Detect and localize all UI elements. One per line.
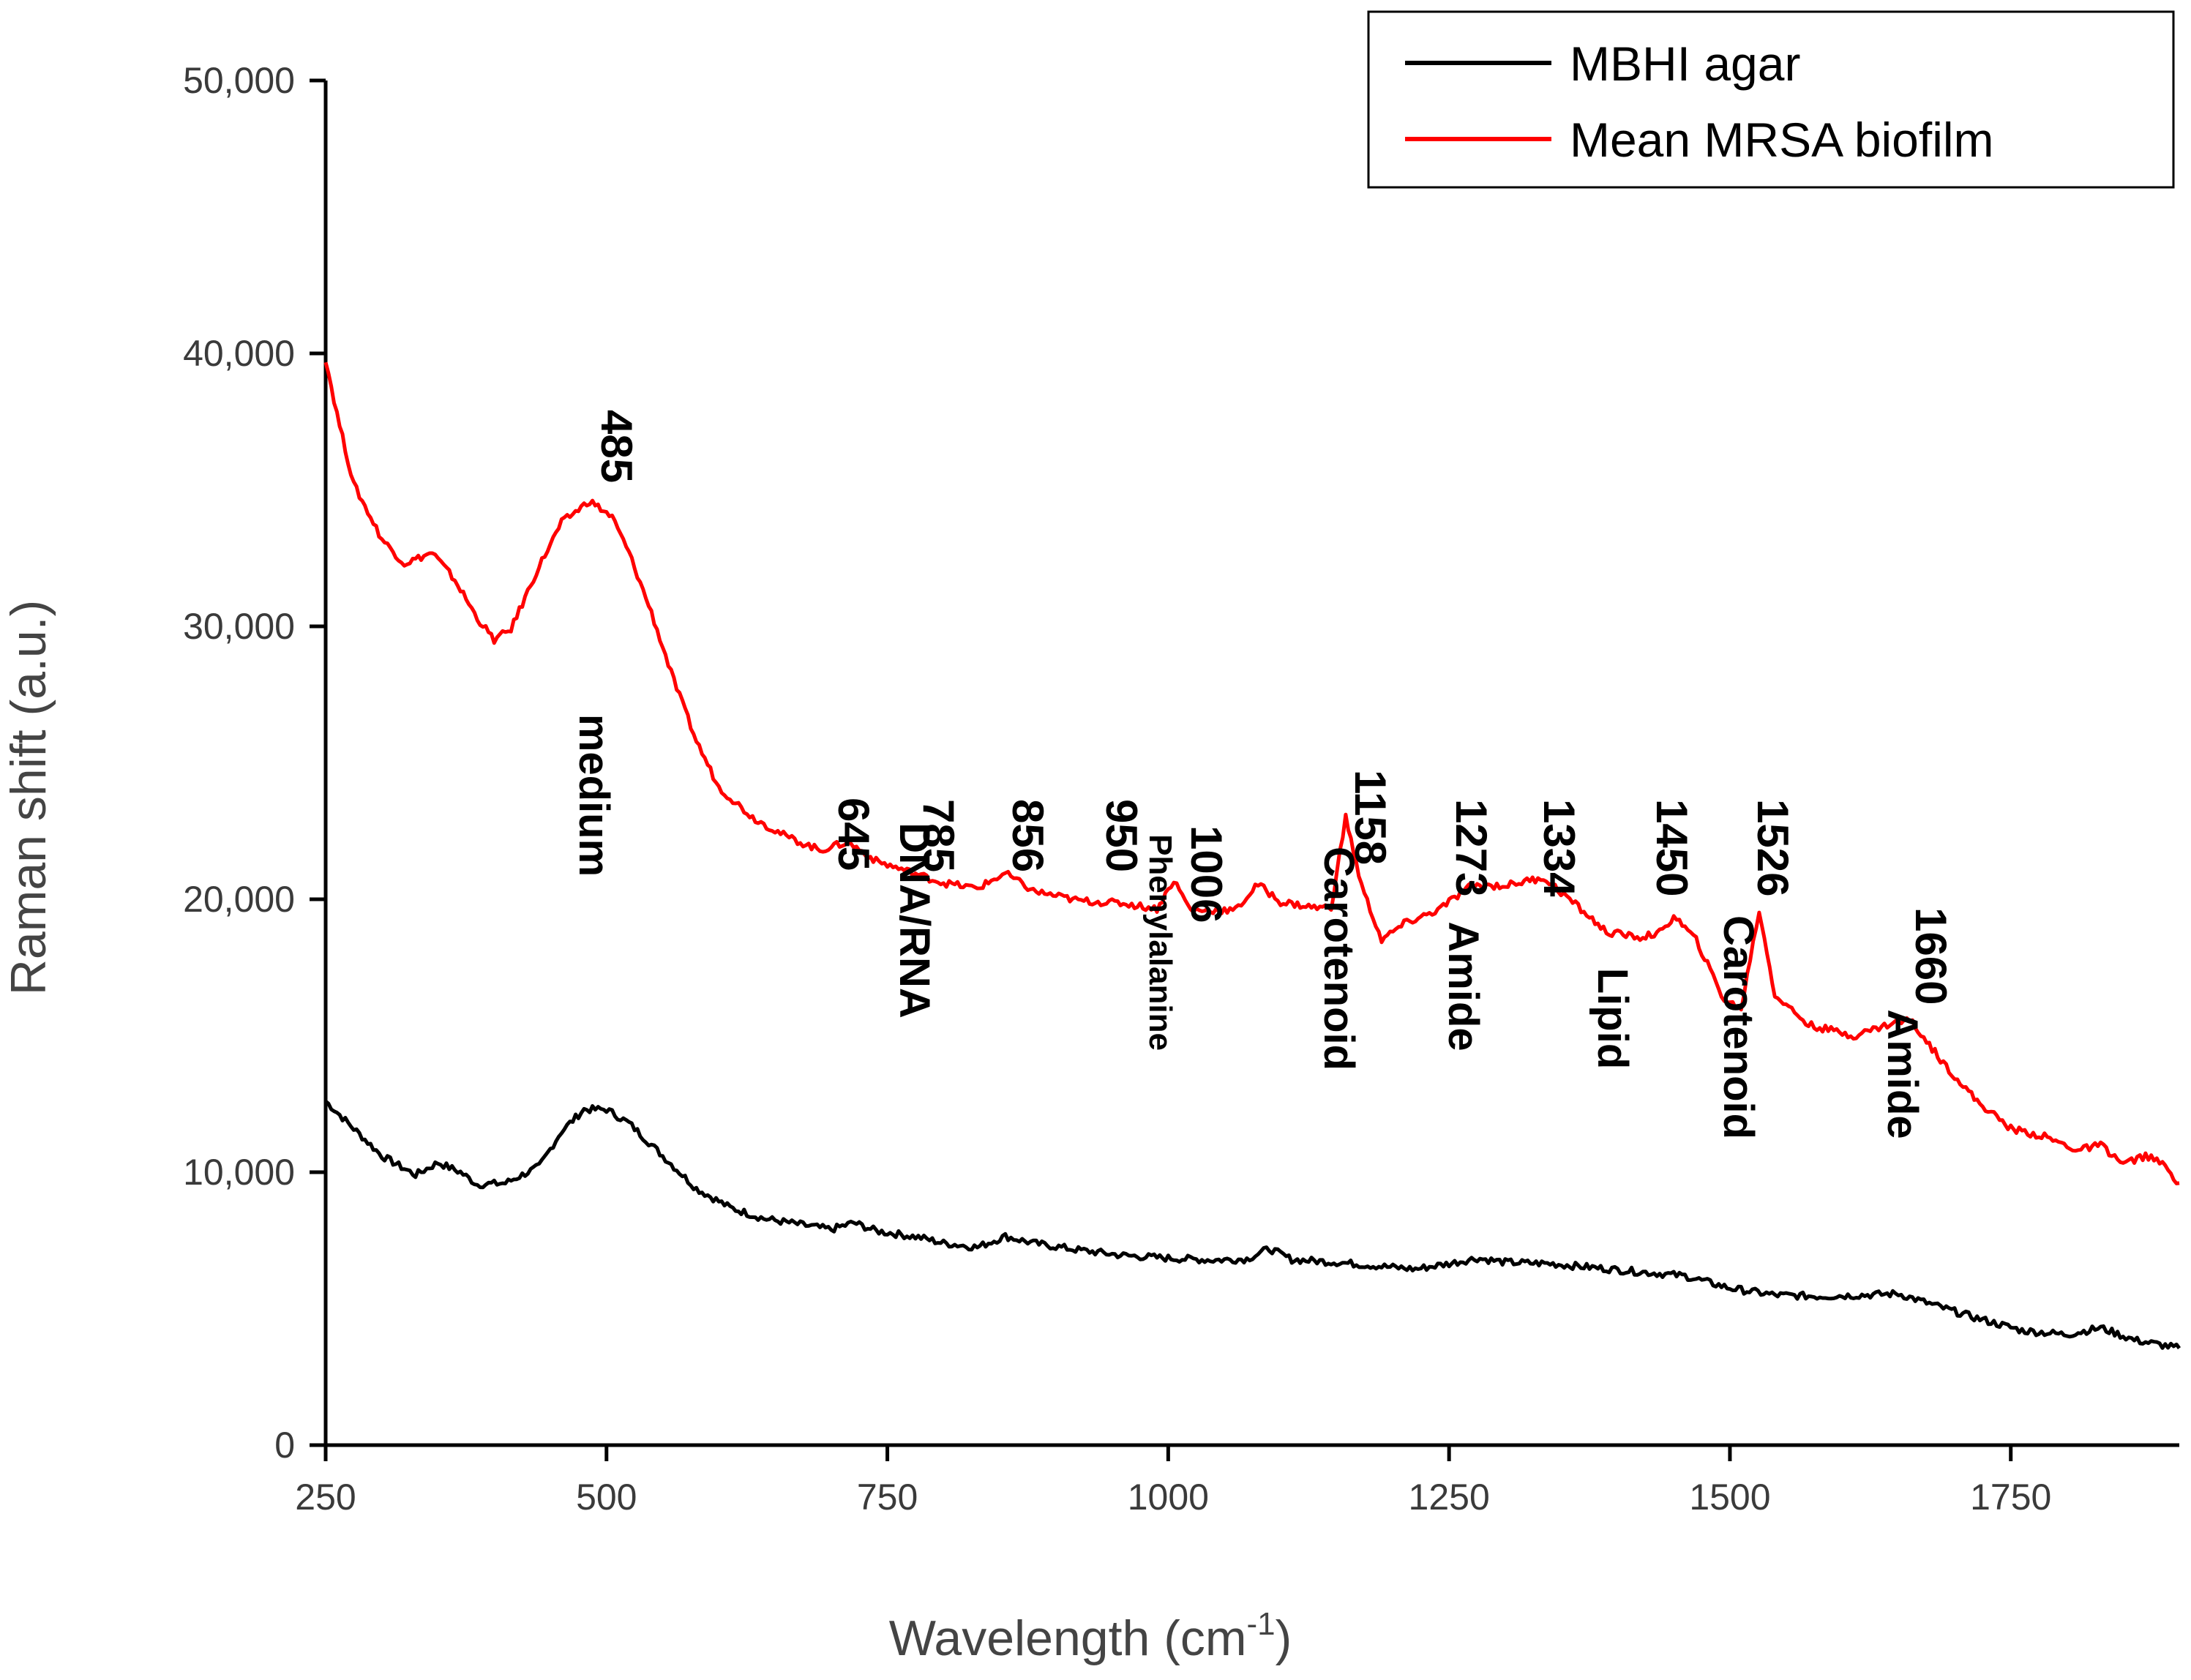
band-label-amide: Amide xyxy=(1879,1009,1926,1139)
legend-label-mean-mrsa-biofilm: Mean MRSA biofilm xyxy=(1570,113,1994,167)
x-tick-label: 1000 xyxy=(1128,1477,1209,1518)
band-label-carotenoid: Carotenoid xyxy=(1715,915,1762,1139)
peak-label-1526: 1526 xyxy=(1748,799,1797,896)
x-tick-label: 1750 xyxy=(1970,1477,2051,1518)
x-tick-label: 500 xyxy=(576,1477,637,1518)
legend-label-mbhi-agar: MBHI agar xyxy=(1570,37,1800,91)
x-axis-title: Wavelength (cm-1) xyxy=(889,1606,1292,1666)
x-tick-label: 1500 xyxy=(1689,1477,1770,1518)
peak-label-785: 785 xyxy=(914,799,963,872)
x-tick-label: 250 xyxy=(295,1477,356,1518)
y-tick-label: 20,000 xyxy=(183,879,295,920)
y-tick-label: 10,000 xyxy=(183,1152,295,1193)
x-axis-title-main: Wavelength (cm xyxy=(889,1610,1247,1666)
peak-label-1334: 1334 xyxy=(1535,799,1584,897)
y-tick-label: 30,000 xyxy=(183,606,295,647)
legend: MBHI agar Mean MRSA biofilm xyxy=(1367,10,2175,189)
peak-label-1450: 1450 xyxy=(1647,799,1696,896)
peak-label-856: 856 xyxy=(1003,799,1052,872)
band-label-dna-rna: DNA/RNA xyxy=(891,822,938,1018)
peak-label-485: 485 xyxy=(592,410,641,483)
legend-box xyxy=(1367,10,2175,189)
band-label-carotenoid: Carotenoid xyxy=(1315,847,1363,1070)
x-axis-title-close: ) xyxy=(1276,1610,1292,1666)
y-tick-label: 50,000 xyxy=(183,60,295,101)
peak-label-1660: 1660 xyxy=(1906,907,1955,1005)
x-axis-title-superscript: -1 xyxy=(1246,1606,1275,1642)
band-label-amide: Amide xyxy=(1439,921,1487,1051)
series-line-mean-mrsa-biofilm xyxy=(323,361,2180,1185)
peak-label-1006: 1006 xyxy=(1182,825,1231,923)
x-tick-label: 1250 xyxy=(1409,1477,1490,1518)
y-tick-label: 0 xyxy=(274,1425,295,1466)
y-tick-label: 40,000 xyxy=(183,333,295,374)
annotations-group: 485 645 785 856 950 1006 1158 1273 1334 1450 1526 1… xyxy=(570,410,1955,1139)
peak-label-950: 950 xyxy=(1097,799,1146,872)
band-label-lipid: Lipid xyxy=(1589,968,1636,1070)
peak-label-1158: 1158 xyxy=(1346,770,1395,865)
axes-group: 0 10,000 20,000 30,000 40,000 50,000 250 500 750… xyxy=(183,60,2179,1518)
peak-label-1273: 1273 xyxy=(1447,799,1496,896)
band-label-medium: medium xyxy=(570,714,618,877)
peak-label-645: 645 xyxy=(829,798,878,871)
band-label-phenylalanine: Phenylalanine xyxy=(1142,834,1178,1051)
x-tick-label: 750 xyxy=(857,1477,918,1518)
series-line-mbhi-agar xyxy=(324,1100,2181,1350)
y-axis-title: Raman shift (a.u.) xyxy=(1,600,56,995)
series-group xyxy=(323,361,2181,1350)
